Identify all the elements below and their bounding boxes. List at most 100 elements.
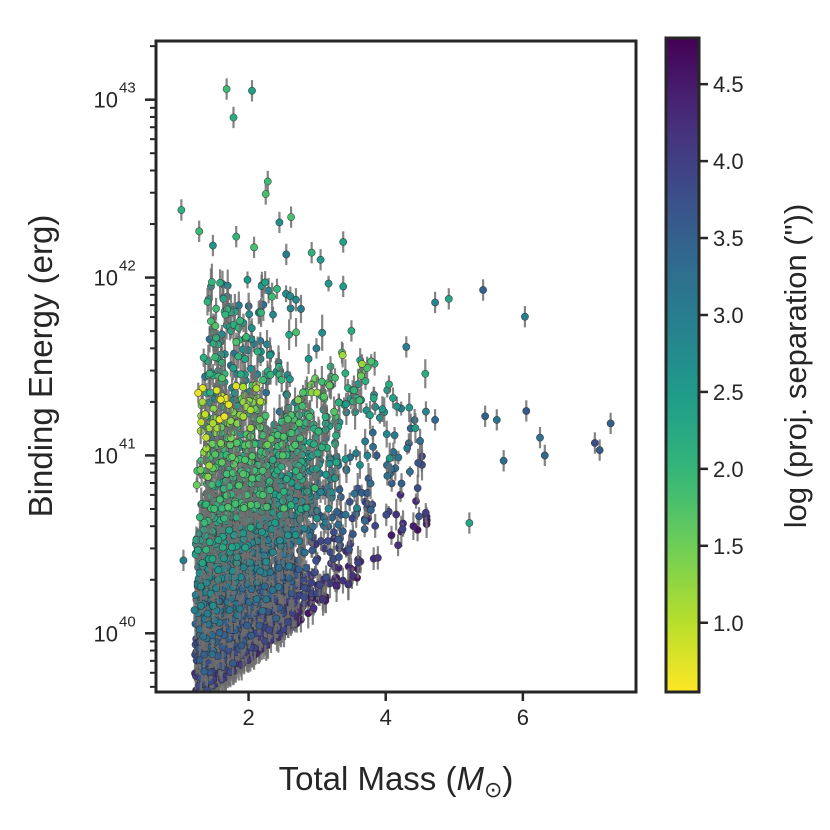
marker <box>368 428 377 437</box>
marker <box>187 701 194 708</box>
data-point <box>492 409 501 431</box>
marker <box>193 693 200 700</box>
marker <box>341 510 350 519</box>
marker <box>229 659 237 668</box>
marker <box>237 641 246 650</box>
data-point <box>431 409 439 431</box>
marker <box>322 573 331 582</box>
marker <box>397 479 406 488</box>
marker <box>315 580 324 589</box>
marker <box>348 571 357 580</box>
data-point <box>339 567 347 594</box>
marker <box>416 437 424 445</box>
marker <box>300 583 309 592</box>
marker <box>300 592 309 601</box>
data-point <box>397 473 406 494</box>
marker <box>415 512 423 521</box>
marker <box>208 650 217 659</box>
marker <box>606 419 615 428</box>
marker <box>261 637 270 646</box>
marker <box>339 576 347 585</box>
data-point <box>479 279 487 301</box>
marker <box>522 407 531 415</box>
data-point <box>394 534 402 557</box>
marker <box>492 415 501 424</box>
marker <box>247 585 256 594</box>
marker <box>335 553 343 561</box>
marker <box>366 479 375 488</box>
marker <box>394 541 402 550</box>
marker <box>392 510 401 519</box>
marker <box>414 459 423 467</box>
marker <box>317 537 325 545</box>
marker <box>336 493 345 501</box>
marker <box>247 631 256 640</box>
data-point <box>392 498 401 531</box>
marker <box>371 521 380 530</box>
marker <box>350 489 359 498</box>
marker <box>215 628 224 637</box>
data-point <box>481 405 490 427</box>
marker <box>369 443 377 451</box>
marker <box>360 516 369 525</box>
marker <box>334 535 343 544</box>
data-point <box>309 600 318 616</box>
marker <box>479 286 487 294</box>
marker <box>405 467 414 476</box>
marker <box>595 446 604 454</box>
marker <box>373 553 382 562</box>
marker <box>200 650 209 659</box>
marker <box>200 667 209 676</box>
marker <box>312 556 320 565</box>
data-point <box>187 694 194 715</box>
marker <box>382 510 391 519</box>
marker <box>258 606 267 615</box>
marker <box>265 626 274 634</box>
marker <box>329 528 338 537</box>
marker <box>308 546 317 555</box>
marker <box>284 573 293 582</box>
data-point <box>371 513 380 538</box>
marker <box>272 614 281 623</box>
marker <box>536 433 544 442</box>
marker <box>274 563 283 572</box>
marker <box>421 508 430 517</box>
marker <box>243 621 252 630</box>
data-point <box>540 444 549 467</box>
marker <box>590 439 599 447</box>
marker <box>345 545 353 554</box>
marker <box>255 621 264 630</box>
marker <box>481 412 490 421</box>
data-point <box>536 426 544 449</box>
marker <box>344 580 353 588</box>
marker <box>323 537 332 545</box>
marker <box>413 484 422 493</box>
data-point <box>341 502 350 528</box>
marker <box>328 513 337 522</box>
marker <box>387 531 396 540</box>
marker <box>366 506 375 514</box>
marker <box>335 485 344 494</box>
marker <box>345 497 354 506</box>
marker <box>260 582 269 591</box>
data-point <box>405 466 414 478</box>
marker <box>349 530 357 539</box>
data-point <box>387 525 396 545</box>
marker <box>302 564 311 572</box>
marker <box>309 604 318 613</box>
data-point <box>499 450 508 472</box>
marker <box>540 451 549 460</box>
marker <box>389 448 398 456</box>
marker <box>280 625 289 634</box>
marker <box>431 415 439 424</box>
marker <box>334 520 343 529</box>
data-point <box>409 512 418 540</box>
scatter-points <box>177 78 615 715</box>
data-point <box>373 546 382 570</box>
marker <box>262 388 271 397</box>
marker <box>300 548 309 557</box>
marker <box>398 525 407 534</box>
data-point <box>606 412 615 435</box>
marker <box>284 618 292 626</box>
